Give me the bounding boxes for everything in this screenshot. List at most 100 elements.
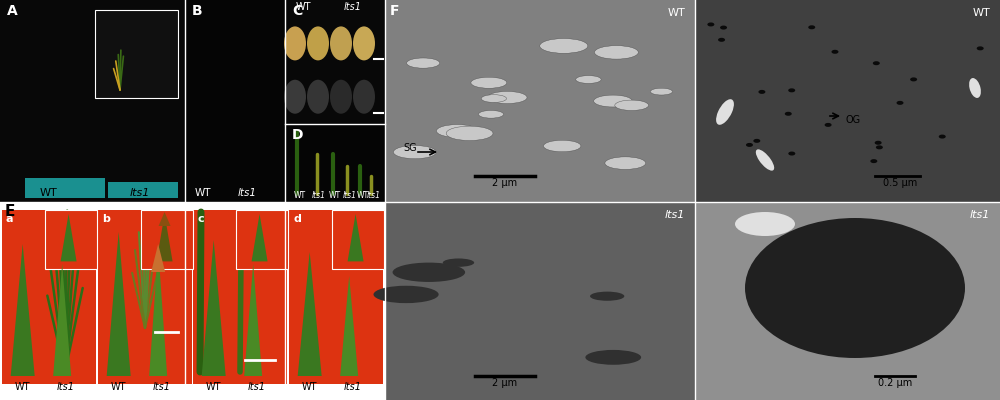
- Polygon shape: [61, 214, 77, 262]
- Text: lts1: lts1: [367, 191, 381, 200]
- Ellipse shape: [353, 26, 375, 60]
- Polygon shape: [252, 214, 268, 262]
- Text: lts1: lts1: [312, 191, 326, 200]
- Ellipse shape: [718, 38, 725, 42]
- Ellipse shape: [707, 22, 714, 26]
- FancyBboxPatch shape: [185, 0, 285, 202]
- FancyBboxPatch shape: [0, 0, 185, 202]
- Text: WT: WT: [329, 191, 341, 200]
- Ellipse shape: [330, 80, 352, 114]
- Text: WT: WT: [206, 382, 221, 392]
- Ellipse shape: [393, 146, 436, 159]
- Polygon shape: [298, 252, 322, 376]
- Ellipse shape: [753, 139, 760, 143]
- Text: lts1: lts1: [343, 191, 357, 200]
- Polygon shape: [53, 264, 71, 376]
- Ellipse shape: [540, 38, 588, 53]
- FancyBboxPatch shape: [98, 210, 192, 384]
- FancyBboxPatch shape: [289, 210, 383, 384]
- Ellipse shape: [808, 25, 815, 29]
- Ellipse shape: [756, 149, 774, 171]
- FancyBboxPatch shape: [108, 182, 178, 198]
- FancyBboxPatch shape: [285, 0, 385, 124]
- Text: 2 μm: 2 μm: [492, 378, 518, 388]
- Text: WT: WT: [111, 382, 126, 392]
- Ellipse shape: [590, 292, 624, 301]
- Text: lts1: lts1: [248, 382, 266, 392]
- Ellipse shape: [307, 26, 329, 60]
- Text: lts1: lts1: [57, 382, 75, 392]
- Ellipse shape: [595, 46, 638, 59]
- Ellipse shape: [977, 46, 984, 50]
- Ellipse shape: [746, 143, 753, 147]
- Text: lts1: lts1: [238, 188, 256, 198]
- Ellipse shape: [745, 218, 965, 358]
- Text: WT: WT: [357, 191, 369, 200]
- Polygon shape: [244, 264, 262, 376]
- Text: A: A: [7, 4, 18, 18]
- Ellipse shape: [788, 152, 795, 156]
- Ellipse shape: [544, 140, 581, 152]
- Ellipse shape: [785, 112, 792, 116]
- Polygon shape: [149, 248, 167, 376]
- Polygon shape: [11, 244, 35, 376]
- Text: WT: WT: [39, 188, 57, 198]
- FancyBboxPatch shape: [695, 0, 1000, 202]
- Polygon shape: [159, 212, 171, 226]
- Text: WT: WT: [195, 188, 211, 198]
- Text: WT: WT: [302, 382, 317, 392]
- Text: WT: WT: [972, 8, 990, 18]
- FancyBboxPatch shape: [193, 210, 287, 384]
- Text: lts1: lts1: [153, 382, 171, 392]
- Ellipse shape: [481, 95, 506, 102]
- Ellipse shape: [576, 76, 601, 83]
- Ellipse shape: [284, 80, 306, 114]
- Text: 0.2 μm: 0.2 μm: [878, 378, 912, 388]
- Text: B: B: [192, 4, 203, 18]
- Ellipse shape: [910, 77, 917, 81]
- Ellipse shape: [373, 286, 439, 303]
- Ellipse shape: [307, 80, 329, 114]
- Polygon shape: [202, 240, 226, 376]
- FancyBboxPatch shape: [332, 210, 384, 270]
- Text: lts1: lts1: [344, 382, 362, 392]
- Ellipse shape: [594, 95, 632, 107]
- Ellipse shape: [720, 26, 727, 30]
- Ellipse shape: [876, 145, 883, 149]
- Text: WT: WT: [294, 191, 306, 200]
- Polygon shape: [348, 214, 364, 262]
- Ellipse shape: [353, 80, 375, 114]
- FancyBboxPatch shape: [141, 210, 193, 270]
- Polygon shape: [340, 276, 358, 376]
- Ellipse shape: [875, 141, 882, 145]
- FancyBboxPatch shape: [25, 178, 105, 198]
- Ellipse shape: [897, 101, 904, 105]
- Text: lts1: lts1: [970, 210, 990, 220]
- Polygon shape: [157, 214, 173, 262]
- Text: SG: SG: [403, 143, 417, 153]
- Ellipse shape: [788, 88, 795, 92]
- FancyBboxPatch shape: [385, 202, 695, 400]
- FancyBboxPatch shape: [45, 210, 97, 270]
- Ellipse shape: [615, 100, 649, 110]
- Text: lts1: lts1: [130, 188, 150, 198]
- Ellipse shape: [479, 110, 504, 118]
- Text: 2 μm: 2 μm: [492, 178, 518, 188]
- Text: OG: OG: [845, 115, 860, 125]
- FancyBboxPatch shape: [385, 0, 695, 202]
- Ellipse shape: [735, 212, 795, 236]
- Text: WT: WT: [295, 2, 311, 12]
- Ellipse shape: [436, 124, 478, 137]
- Ellipse shape: [873, 61, 880, 65]
- FancyBboxPatch shape: [695, 202, 1000, 400]
- Ellipse shape: [585, 350, 641, 365]
- Ellipse shape: [407, 58, 440, 68]
- Polygon shape: [107, 232, 131, 376]
- Ellipse shape: [650, 88, 672, 95]
- Text: E: E: [5, 204, 15, 219]
- Text: lts1: lts1: [665, 210, 685, 220]
- Text: 0.5 μm: 0.5 μm: [883, 178, 917, 188]
- Text: WT: WT: [667, 8, 685, 18]
- Ellipse shape: [446, 126, 493, 140]
- Ellipse shape: [393, 263, 465, 282]
